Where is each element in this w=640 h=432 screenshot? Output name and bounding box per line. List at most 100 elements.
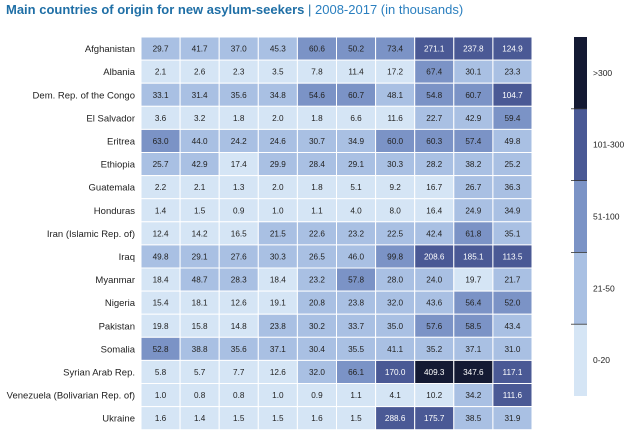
cell-value-label: 32.0	[309, 368, 325, 377]
cell-value-label: 41.7	[192, 45, 208, 54]
cell-value-label: 2.1	[194, 183, 206, 192]
cell-value-label: 30.1	[465, 68, 481, 77]
cell-value-label: 31.4	[192, 91, 208, 100]
cell-value-label: 0.8	[194, 391, 206, 400]
cell-value-label: 67.4	[426, 68, 442, 77]
cell-value-label: 6.6	[350, 114, 362, 123]
cell-value-label: 30.7	[309, 137, 325, 146]
cell-value-label: 29.9	[270, 160, 286, 169]
cell-value-label: 20.8	[309, 299, 325, 308]
cell-value-label: 30.2	[309, 322, 325, 331]
cell-value-label: 3.2	[194, 114, 206, 123]
row-label: Somalia	[101, 344, 136, 355]
cell-value-label: 170.0	[385, 368, 406, 377]
cell-value-label: 38.5	[465, 414, 481, 423]
cell-value-label: 29.1	[192, 252, 208, 261]
row-label: Albania	[103, 67, 135, 78]
cell-value-label: 35.0	[387, 322, 403, 331]
cell-value-label: 1.0	[272, 206, 284, 215]
cell-value-label: 17.4	[231, 160, 247, 169]
cell-value-label: 60.7	[348, 91, 364, 100]
cell-value-label: 30.4	[309, 345, 325, 354]
row-label: Ukraine	[102, 414, 135, 425]
cell-value-label: 36.3	[504, 183, 520, 192]
cell-value-label: 24.2	[231, 137, 247, 146]
cell-value-label: 21.5	[270, 229, 286, 238]
cell-value-label: 21.7	[504, 276, 520, 285]
cell-value-label: 28.4	[309, 160, 325, 169]
cell-value-label: 60.3	[426, 137, 442, 146]
cell-value-label: 1.4	[194, 414, 206, 423]
cell-value-label: 5.7	[194, 368, 206, 377]
cell-value-label: 33.1	[153, 91, 169, 100]
cell-value-label: 23.8	[270, 322, 286, 331]
legend-label: 0-20	[593, 355, 610, 365]
row-label: Guatemala	[89, 183, 136, 194]
cell-value-label: 37.0	[231, 45, 247, 54]
cell-value-label: 18.4	[270, 276, 286, 285]
cell-value-label: 57.4	[465, 137, 481, 146]
cell-value-label: 18.4	[153, 276, 169, 285]
cell-value-label: 25.7	[153, 160, 169, 169]
cell-value-label: 1.8	[311, 114, 323, 123]
cell-value-label: 60.6	[309, 45, 325, 54]
cell-value-label: 61.8	[465, 229, 481, 238]
row-label: Venezuela (Bolivarian Rep. of)	[7, 391, 135, 402]
cell-value-label: 14.8	[231, 322, 247, 331]
cell-value-label: 29.1	[348, 160, 364, 169]
cell-value-label: 22.5	[387, 229, 403, 238]
cell-value-label: 113.5	[503, 252, 523, 261]
cell-value-label: 26.7	[465, 183, 481, 192]
cell-value-label: 52.0	[504, 299, 520, 308]
cell-value-label: 8.0	[389, 206, 401, 215]
row-label: Myanmar	[95, 275, 135, 286]
cell-value-label: 60.7	[465, 91, 481, 100]
cell-value-label: 35.5	[348, 345, 364, 354]
cell-value-label: 23.3	[504, 68, 520, 77]
cell-value-label: 34.9	[348, 137, 364, 146]
cell-value-label: 23.2	[348, 229, 364, 238]
row-label: Dem. Rep. of the Congo	[33, 90, 135, 101]
cell-value-label: 1.3	[233, 183, 245, 192]
cell-value-label: 54.6	[309, 91, 325, 100]
legend-swatch	[574, 37, 587, 109]
cell-value-label: 9.2	[389, 183, 401, 192]
cell-value-label: 16.7	[426, 183, 442, 192]
cell-value-label: 99.8	[387, 252, 403, 261]
cell-value-label: 38.8	[192, 345, 208, 354]
cell-value-label: 271.1	[424, 45, 445, 54]
cell-value-label: 1.8	[311, 183, 323, 192]
cell-value-label: 19.8	[153, 322, 169, 331]
row-label: Nigeria	[105, 298, 136, 309]
cell-value-label: 2.2	[155, 183, 167, 192]
cell-value-label: 19.1	[270, 299, 286, 308]
cell-value-label: 54.8	[426, 91, 442, 100]
cell-value-label: 46.0	[348, 252, 364, 261]
cell-value-label: 347.6	[463, 368, 484, 377]
cell-value-label: 19.7	[465, 276, 481, 285]
legend-swatch	[574, 180, 587, 253]
cell-value-label: 0.9	[311, 391, 323, 400]
cell-value-label: 25.2	[504, 160, 520, 169]
cell-value-label: 34.9	[504, 206, 520, 215]
heatmap-cell	[492, 406, 533, 431]
cell-value-label: 44.0	[192, 137, 208, 146]
cell-value-label: 12.6	[270, 368, 286, 377]
cell-value-label: 56.4	[465, 299, 481, 308]
cell-value-label: 175.7	[424, 414, 445, 423]
cell-value-label: 30.3	[270, 252, 286, 261]
cell-value-label: 288.6	[385, 414, 406, 423]
legend-swatch	[574, 252, 587, 325]
cell-value-label: 60.0	[387, 137, 403, 146]
cell-value-label: 0.8	[233, 391, 245, 400]
row-label: Syrian Arab Rep.	[63, 367, 135, 378]
cell-value-label: 42.9	[192, 160, 208, 169]
cell-value-label: 11.4	[348, 68, 364, 77]
cell-value-label: 2.0	[272, 183, 284, 192]
row-label: El Salvador	[86, 113, 135, 124]
cell-value-label: 34.8	[270, 91, 286, 100]
cell-value-label: 15.4	[153, 299, 169, 308]
cell-value-label: 0.9	[233, 206, 245, 215]
cell-value-label: 37.1	[270, 345, 286, 354]
